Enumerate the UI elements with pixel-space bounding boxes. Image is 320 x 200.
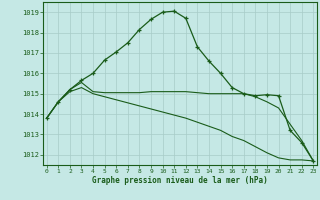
X-axis label: Graphe pression niveau de la mer (hPa): Graphe pression niveau de la mer (hPa) [92, 176, 268, 185]
